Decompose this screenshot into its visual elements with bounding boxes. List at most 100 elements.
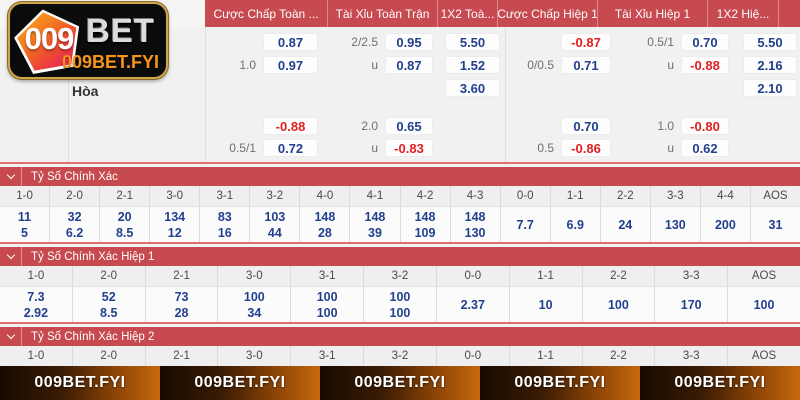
footer-brand-text: 009BET.FYI: [0, 366, 160, 400]
score-column: 2-1: [145, 346, 219, 367]
odds-line-label: 2.0: [361, 119, 378, 133]
score-column: 2-0 32 6.2: [50, 186, 101, 242]
score-column: AOS: [728, 346, 800, 367]
odds-button[interactable]: 5.50: [743, 33, 797, 51]
score-odds-cell[interactable]: 148 130: [450, 207, 500, 242]
score-grid: 1-0 11 5 2-0 32 6.2 2-1 20 8.5 3-0 134 12 3-1 83 16 3-2…: [0, 186, 800, 242]
score-odds-cell[interactable]: 7.3 2.92: [0, 287, 72, 322]
odds-line-label: u: [667, 141, 674, 155]
score-column: 1-0: [0, 346, 73, 367]
score-label: 3-0: [150, 186, 200, 207]
odds-button[interactable]: -0.83: [385, 139, 433, 157]
odds-button[interactable]: 0.70: [561, 117, 611, 135]
odds-button[interactable]: 1.52: [445, 56, 500, 74]
score-odds-cell[interactable]: 100 100: [364, 287, 436, 322]
odds-cell: u -0.88: [616, 56, 729, 74]
chevron-down-icon[interactable]: [0, 167, 22, 186]
score-column: 1-0 7.3 2.92: [0, 266, 73, 322]
score-odds-cell[interactable]: 148 28: [300, 207, 350, 242]
score-odds-cell[interactable]: 24: [600, 207, 650, 242]
score-odds-cell[interactable]: 100: [728, 287, 800, 322]
score-odds-cell[interactable]: 130: [650, 207, 700, 242]
score-label: 3-2: [250, 186, 300, 207]
section-bar-correct-score-half1[interactable]: Tỷ Số Chính Xác Hiệp 1: [0, 247, 800, 266]
odds-button[interactable]: 0.97: [263, 56, 318, 74]
score-odds-cell[interactable]: 32 6.2: [50, 207, 100, 242]
score-label: 2-0: [72, 346, 145, 367]
odds-button[interactable]: -0.86: [561, 139, 611, 157]
score-odds-cell[interactable]: 73 28: [145, 287, 218, 322]
odds-button[interactable]: -0.80: [681, 117, 729, 135]
chevron-down-icon[interactable]: [0, 327, 22, 346]
score-label: 4-3: [450, 186, 500, 207]
score-column: 3-0: [218, 346, 292, 367]
logo-number: 009: [24, 21, 75, 56]
score-label: 1-0: [0, 346, 72, 367]
score-column: 4-4 200: [700, 186, 751, 242]
footer-brand-text: 009BET.FYI: [640, 366, 800, 400]
section-bar-correct-score-half2[interactable]: Tỷ Số Chính Xác Hiệp 2: [0, 327, 800, 346]
score-odds-cell[interactable]: 103 44: [250, 207, 300, 242]
chevron-down-icon[interactable]: [0, 247, 22, 266]
odds-cell: 0.5/1 0.72: [205, 139, 318, 157]
odds-button[interactable]: 0.65: [385, 117, 433, 135]
odds-button[interactable]: 0.87: [385, 56, 433, 74]
score-label: 3-0: [218, 266, 291, 287]
odds-button[interactable]: 5.50: [445, 33, 500, 51]
score-column: 1-1 10: [509, 266, 583, 322]
score-label: 2-0: [50, 186, 100, 207]
section-bar-correct-score[interactable]: Tỷ Số Chính Xác: [0, 167, 800, 186]
odds-button[interactable]: 3.60: [445, 79, 500, 97]
score-odds-cell[interactable]: 83 16: [200, 207, 250, 242]
score-label: 3-3: [655, 266, 728, 287]
score-odds-cell[interactable]: 200: [700, 207, 750, 242]
col-header-overunder-full: Tài Xỉu Toàn Trận: [327, 0, 437, 27]
score-label: 4-2: [400, 186, 450, 207]
score-odds-cell[interactable]: 100 34: [218, 287, 291, 322]
score-odds-cell[interactable]: 100 100: [291, 287, 364, 322]
score-odds-cell[interactable]: 6.9: [550, 207, 600, 242]
score-odds-cell[interactable]: 2.37: [436, 287, 509, 322]
odds-button[interactable]: 0.70: [681, 33, 729, 51]
odds-button[interactable]: -0.88: [681, 56, 729, 74]
score-column: 2-0 52 8.5: [72, 266, 146, 322]
score-label: 0-0: [436, 266, 509, 287]
score-column: 2-0: [72, 346, 146, 367]
score-label: 0-0: [500, 186, 550, 207]
score-label: 2-2: [600, 186, 650, 207]
footer-brand-strip: 009BET.FYI 009BET.FYI 009BET.FYI 009BET.FYI…: [0, 366, 800, 400]
col-header-stub: [778, 0, 800, 27]
odds-cell: 0.70: [498, 117, 611, 135]
divider: [0, 324, 800, 327]
score-column: 4-2 148 109: [400, 186, 451, 242]
odds-button[interactable]: 0.87: [263, 33, 318, 51]
odds-header-row: Cược Chấp Toàn ... Tài Xỉu Toàn Trận 1X2…: [0, 0, 800, 27]
score-odds-cell[interactable]: 20 8.5: [100, 207, 150, 242]
odds-button[interactable]: 0.95: [385, 33, 433, 51]
odds-button[interactable]: 0.62: [681, 139, 729, 157]
score-odds-cell[interactable]: 52 8.5: [72, 287, 145, 322]
odds-line-label: u: [371, 141, 378, 155]
score-odds-cell[interactable]: 11 5: [0, 207, 50, 242]
score-odds-cell[interactable]: 170: [655, 287, 728, 322]
score-odds-cell[interactable]: 31: [750, 207, 800, 242]
score-odds-cell[interactable]: 100: [582, 287, 655, 322]
score-label: 3-3: [655, 346, 728, 367]
score-odds-cell[interactable]: 7.7: [500, 207, 550, 242]
odds-button[interactable]: 2.16: [743, 56, 797, 74]
odds-button[interactable]: 0.71: [561, 56, 611, 74]
score-odds-cell[interactable]: 148 39: [350, 207, 400, 242]
odds-cell: 0.87: [205, 33, 318, 51]
odds-button[interactable]: 2.10: [743, 79, 797, 97]
score-odds-cell[interactable]: 134 12: [150, 207, 200, 242]
odds-button[interactable]: 0.72: [263, 139, 318, 157]
odds-cell: u -0.83: [330, 139, 433, 157]
odds-button[interactable]: -0.87: [561, 33, 611, 51]
score-odds-cell[interactable]: 10: [509, 287, 582, 322]
odds-cell: 2/2.5 0.95: [330, 33, 433, 51]
odds-button[interactable]: -0.88: [263, 117, 318, 135]
score-column: 3-2 100 100: [364, 266, 437, 322]
score-odds-cell[interactable]: 148 109: [400, 207, 450, 242]
divider: [0, 162, 800, 164]
